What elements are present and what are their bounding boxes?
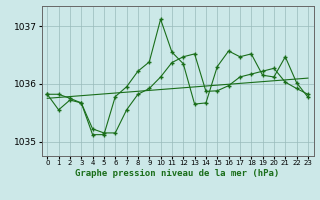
X-axis label: Graphe pression niveau de la mer (hPa): Graphe pression niveau de la mer (hPa) bbox=[76, 169, 280, 178]
